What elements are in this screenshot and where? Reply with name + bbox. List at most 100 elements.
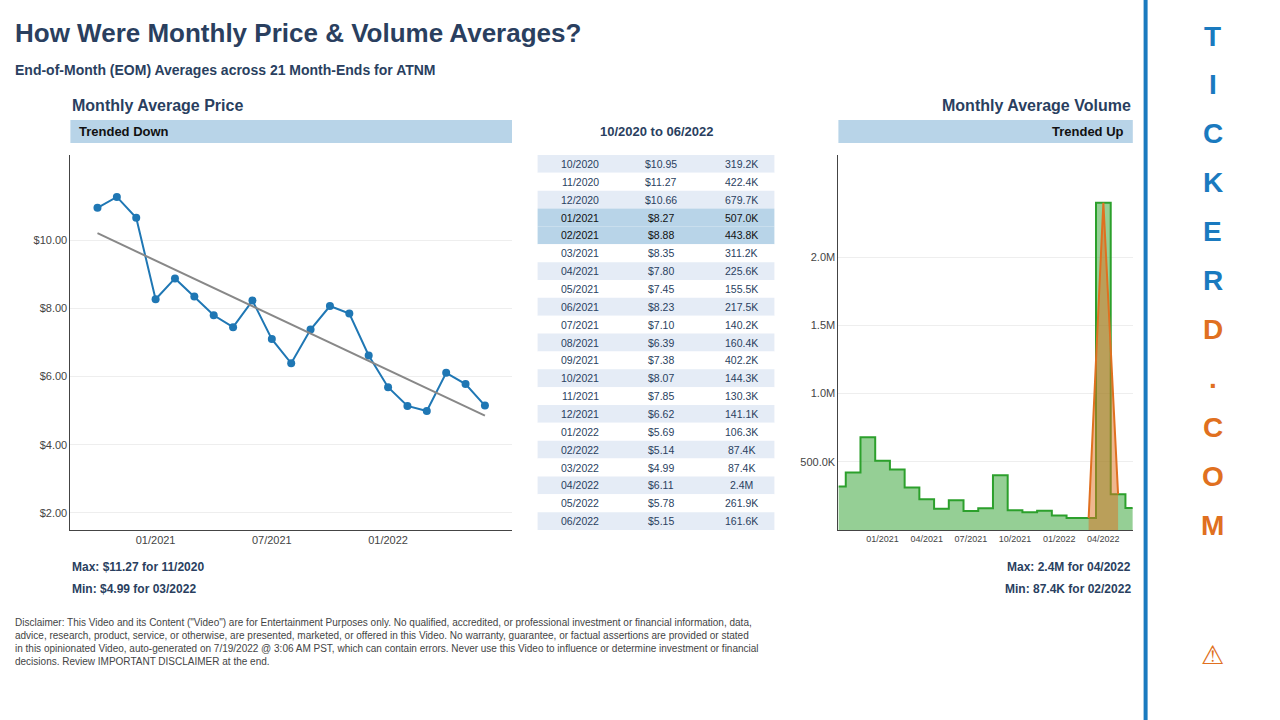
- svg-text:03/2022: 03/2022: [561, 462, 599, 474]
- svg-text:443.8K: 443.8K: [725, 229, 758, 241]
- svg-text:07/2021: 07/2021: [955, 534, 988, 544]
- svg-text:$6.11: $6.11: [648, 479, 674, 491]
- svg-text:Trended Down: Trended Down: [79, 124, 169, 139]
- svg-text:Min: $4.99 for 03/2022: Min: $4.99 for 03/2022: [72, 582, 196, 596]
- svg-text:311.2K: 311.2K: [725, 247, 758, 259]
- svg-text:C: C: [1203, 118, 1223, 149]
- svg-text:402.2K: 402.2K: [725, 354, 758, 366]
- svg-text:02/2021: 02/2021: [561, 229, 599, 241]
- svg-text:$8.23: $8.23: [648, 301, 674, 313]
- svg-text:01/2021: 01/2021: [866, 534, 899, 544]
- svg-text:08/2021: 08/2021: [561, 337, 599, 349]
- svg-text:D: D: [1203, 314, 1223, 345]
- svg-text:507.0K: 507.0K: [725, 212, 758, 224]
- svg-text:06/2022: 06/2022: [561, 515, 599, 527]
- svg-text:02/2022: 02/2022: [561, 444, 599, 456]
- svg-text:I: I: [1209, 69, 1217, 100]
- svg-text:155.5K: 155.5K: [725, 283, 758, 295]
- svg-text:$5.69: $5.69: [648, 426, 674, 438]
- svg-text:01/2021: 01/2021: [136, 534, 176, 546]
- svg-text:2.0M: 2.0M: [811, 251, 835, 263]
- svg-text:R: R: [1203, 265, 1223, 296]
- svg-text:2.4M: 2.4M: [730, 479, 753, 491]
- svg-text:$2.00: $2.00: [40, 507, 68, 519]
- svg-text:$10.95: $10.95: [645, 158, 677, 170]
- svg-text:Min: 87.4K for 02/2022: Min: 87.4K for 02/2022: [1005, 582, 1131, 596]
- svg-text:161.6K: 161.6K: [725, 515, 758, 527]
- svg-text:05/2021: 05/2021: [561, 283, 599, 295]
- svg-text:Monthly Average Price: Monthly Average Price: [72, 97, 243, 114]
- svg-text:225.6K: 225.6K: [725, 265, 758, 277]
- svg-text:How Were Monthly Price & Volum: How Were Monthly Price & Volume Averages…: [15, 18, 581, 48]
- svg-text:$7.85: $7.85: [648, 390, 674, 402]
- svg-text:11/2021: 11/2021: [562, 390, 599, 402]
- svg-text:Trended Up: Trended Up: [1052, 124, 1124, 139]
- svg-text:10/2021: 10/2021: [561, 372, 599, 384]
- svg-text:01/2022: 01/2022: [561, 426, 599, 438]
- svg-text:144.3K: 144.3K: [725, 372, 758, 384]
- svg-text:679.7K: 679.7K: [725, 194, 758, 206]
- svg-text:Monthly Average Volume: Monthly Average Volume: [942, 97, 1131, 114]
- svg-text:$4.00: $4.00: [40, 439, 68, 451]
- svg-text:10/2020: 10/2020: [561, 158, 599, 170]
- svg-text:500.0K: 500.0K: [800, 456, 836, 468]
- svg-text:06/2021: 06/2021: [561, 301, 599, 313]
- svg-text:Max: 2.4M for 04/2022: Max: 2.4M for 04/2022: [1007, 560, 1131, 574]
- svg-text:04/2021: 04/2021: [561, 265, 599, 277]
- svg-text:End-of-Month (EOM) Averages ac: End-of-Month (EOM) Averages across 21 Mo…: [15, 62, 436, 78]
- svg-text:$5.78: $5.78: [648, 497, 674, 509]
- svg-text:12/2020: 12/2020: [561, 194, 599, 206]
- svg-text:$8.00: $8.00: [40, 302, 68, 314]
- svg-text:.: .: [1209, 363, 1217, 394]
- svg-text:$8.35: $8.35: [648, 247, 674, 259]
- svg-text:04/2022: 04/2022: [561, 479, 599, 491]
- svg-text:$8.88: $8.88: [648, 229, 674, 241]
- svg-text:$5.15: $5.15: [648, 515, 674, 527]
- svg-text:M: M: [1201, 510, 1224, 541]
- svg-text:$8.27: $8.27: [648, 212, 674, 224]
- svg-text:$6.00: $6.00: [40, 370, 68, 382]
- svg-text:E: E: [1203, 216, 1222, 247]
- svg-text:$6.39: $6.39: [648, 337, 674, 349]
- svg-text:319.2K: 319.2K: [725, 158, 758, 170]
- svg-text:05/2022: 05/2022: [561, 497, 599, 509]
- svg-text:⚠: ⚠: [1201, 640, 1224, 670]
- svg-text:10/2021: 10/2021: [999, 534, 1032, 544]
- svg-text:04/2021: 04/2021: [910, 534, 943, 544]
- svg-text:03/2021: 03/2021: [561, 247, 599, 259]
- svg-text:T: T: [1204, 21, 1221, 52]
- svg-text:$5.14: $5.14: [648, 444, 674, 456]
- svg-text:Disclaimer: This Video and its: Disclaimer: This Video and its Content (…: [15, 617, 759, 667]
- svg-text:01/2022: 01/2022: [1043, 534, 1076, 544]
- svg-text:O: O: [1202, 461, 1224, 492]
- svg-text:$7.45: $7.45: [648, 283, 674, 295]
- svg-text:$4.99: $4.99: [648, 462, 674, 474]
- svg-text:$7.80: $7.80: [648, 265, 674, 277]
- svg-text:07/2021: 07/2021: [252, 534, 292, 546]
- svg-text:1.5M: 1.5M: [811, 319, 835, 331]
- svg-text:141.1K: 141.1K: [725, 408, 758, 420]
- svg-text:217.5K: 217.5K: [725, 301, 758, 313]
- svg-text:01/2021: 01/2021: [561, 212, 599, 224]
- svg-text:87.4K: 87.4K: [728, 444, 755, 456]
- svg-text:87.4K: 87.4K: [728, 462, 755, 474]
- svg-text:261.9K: 261.9K: [725, 497, 758, 509]
- svg-text:1.0M: 1.0M: [811, 387, 835, 399]
- svg-text:106.3K: 106.3K: [725, 426, 758, 438]
- svg-text:$11.27: $11.27: [645, 176, 676, 188]
- svg-text:140.2K: 140.2K: [725, 319, 758, 331]
- svg-text:130.3K: 130.3K: [725, 390, 758, 402]
- svg-text:$8.07: $8.07: [648, 372, 674, 384]
- svg-text:C: C: [1203, 412, 1223, 443]
- svg-text:$7.10: $7.10: [648, 319, 674, 331]
- svg-text:07/2021: 07/2021: [561, 319, 599, 331]
- svg-text:160.4K: 160.4K: [725, 337, 758, 349]
- svg-text:01/2022: 01/2022: [368, 534, 408, 546]
- svg-text:$7.38: $7.38: [648, 354, 674, 366]
- svg-text:$10.66: $10.66: [645, 194, 677, 206]
- svg-text:09/2021: 09/2021: [561, 354, 599, 366]
- svg-text:04/2022: 04/2022: [1087, 534, 1120, 544]
- svg-text:10/2020 to 06/2022: 10/2020 to 06/2022: [600, 124, 713, 139]
- svg-text:$10.00: $10.00: [34, 234, 68, 246]
- svg-text:422.4K: 422.4K: [725, 176, 758, 188]
